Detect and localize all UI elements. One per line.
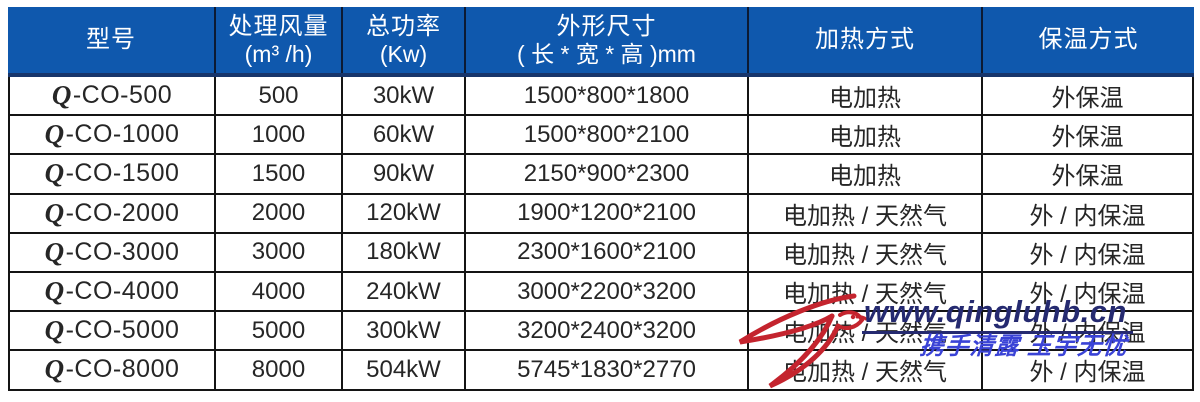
header-sublabel: ( 长 * 宽 * 高 )mm — [517, 41, 696, 67]
header-label: 型号 — [86, 26, 136, 53]
cell-insulation: 外 / 内保温 — [1029, 281, 1146, 309]
cell-model: Q -CO-500 — [10, 77, 216, 115]
cell-dimensions: 1500*800*2100 — [466, 116, 749, 154]
cell-airflow: 5000 — [216, 312, 343, 350]
model-q-glyph: Q — [44, 158, 65, 189]
cell-model: Q -CO-2000 — [10, 194, 216, 232]
model-q-glyph: Q — [44, 276, 65, 307]
cell-heating: 电加热 / 天然气 — [749, 351, 983, 389]
header-sublabel: (Kw) — [379, 41, 428, 67]
model-q-glyph: Q — [44, 119, 65, 150]
cell-power: 30kW — [343, 77, 466, 115]
table-row: Q -CO-1500 1500 90kW 2150*900*2300 电加热 外保温 — [10, 155, 1192, 195]
cell-model: Q -CO-1500 — [10, 155, 216, 193]
cell-power: 60kW — [343, 116, 466, 154]
table-header-row: 型号 处理风量 (m³ /h) 总功率 (Kw) 外形尺寸 ( 长 * 宽 * … — [8, 7, 1194, 77]
cell-model: Q -CO-1000 — [10, 116, 216, 154]
cell-dimensions: 3000*2200*3200 — [466, 272, 749, 311]
cell-insulation: 外保温 — [1051, 163, 1124, 191]
cell-heating: 电加热 — [749, 116, 983, 154]
cell-dimensions: 1900*1200*2100 — [466, 194, 749, 232]
cell-model: Q -CO-4000 — [10, 272, 216, 311]
header-cell-power: 总功率 (Kw) — [343, 7, 466, 73]
table-row: Q -CO-2000 2000 120kW 1900*1200*2100 电加热 / 天然… — [10, 194, 1192, 234]
table-row: Q -CO-500 500 30kW 1500*800*1800 电加热 外保温 — [10, 77, 1192, 117]
cell-airflow: 4000 — [216, 272, 343, 311]
model-q-glyph: Q — [44, 315, 65, 346]
cell-power: 90kW — [343, 155, 466, 193]
cell-airflow: 1500 — [216, 155, 343, 193]
header-label: 总功率 — [366, 13, 441, 40]
table-row: Q -CO-4000 4000 240kW 3000*2200*3200 电加热 / 天然… — [10, 272, 1192, 313]
header-cell-insulation: 保温方式 — [983, 7, 1194, 73]
table-row: Q -CO-5000 5000 300kW 3200*2400*3200 电加热 / 天然… — [10, 312, 1192, 352]
model-q-glyph: Q — [44, 197, 65, 228]
header-cell-heating: 加热方式 — [749, 7, 983, 73]
cell-airflow: 3000 — [216, 233, 343, 271]
cell-airflow: 1000 — [216, 116, 343, 154]
model-q-glyph: Q — [44, 236, 65, 267]
cell-power: 504kW — [343, 351, 466, 389]
cell-model: Q -CO-5000 — [10, 312, 216, 350]
cell-model: Q -CO-3000 — [10, 233, 216, 271]
header-label: 保温方式 — [1038, 26, 1139, 53]
cell-insulation: 外保温 — [1051, 124, 1124, 152]
cell-model: Q -CO-8000 — [10, 351, 216, 389]
model-q-glyph: Q — [51, 80, 72, 111]
cell-insulation: 外 / 内保温 — [1029, 359, 1146, 387]
header-cell-model: 型号 — [8, 7, 216, 73]
header-label: 外形尺寸 — [556, 13, 657, 40]
cell-airflow: 500 — [216, 77, 343, 115]
cell-heating: 电加热 — [749, 155, 983, 193]
cell-heating: 电加热 / 天然气 — [749, 312, 983, 350]
cell-insulation: 外 / 内保温 — [1029, 320, 1146, 348]
cell-dimensions: 3200*2400*3200 — [466, 312, 749, 350]
cell-power: 180kW — [343, 233, 466, 271]
cell-dimensions: 5745*1830*2770 — [466, 351, 749, 389]
header-sublabel: (m³ /h) — [244, 41, 313, 67]
spec-table: 型号 处理风量 (m³ /h) 总功率 (Kw) 外形尺寸 ( 长 * 宽 * … — [8, 7, 1194, 391]
cell-power: 300kW — [343, 312, 466, 350]
cell-insulation: 外 / 内保温 — [1029, 202, 1146, 230]
header-label: 加热方式 — [815, 26, 915, 53]
cell-dimensions: 2300*1600*2100 — [466, 233, 749, 271]
model-q-glyph: Q — [44, 354, 65, 385]
table-row: Q -CO-1000 1000 60kW 1500*800*2100 电加热 外保温 — [10, 116, 1192, 156]
cell-heating: 电加热 — [749, 77, 983, 115]
header-cell-airflow: 处理风量 (m³ /h) — [216, 7, 343, 73]
table-row: Q -CO-3000 3000 180kW 2300*1600*2100 电加热 / 天然… — [10, 233, 1192, 273]
cell-dimensions: 1500*800*1800 — [466, 77, 749, 115]
cell-insulation: 外保温 — [1051, 85, 1124, 113]
cell-dimensions: 2150*900*2300 — [466, 155, 749, 193]
cell-power: 240kW — [343, 272, 466, 311]
cell-power: 120kW — [343, 194, 466, 232]
cell-heating: 电加热 / 天然气 — [749, 194, 983, 232]
cell-airflow: 2000 — [216, 194, 343, 232]
header-cell-dimensions: 外形尺寸 ( 长 * 宽 * 高 )mm — [466, 7, 749, 73]
header-label: 处理风量 — [228, 13, 329, 40]
table-body: Q -CO-500 500 30kW 1500*800*1800 电加热 外保温 Q -CO-1… — [8, 77, 1194, 391]
cell-heating: 电加热 / 天然气 — [749, 233, 983, 271]
cell-heating: 电加热 / 天然气 — [749, 272, 983, 311]
cell-insulation: 外 / 内保温 — [1029, 241, 1146, 269]
table-row: Q -CO-8000 8000 504kW 5745*1830*2770 电加热 / 天然… — [10, 351, 1192, 389]
cell-airflow: 8000 — [216, 351, 343, 389]
